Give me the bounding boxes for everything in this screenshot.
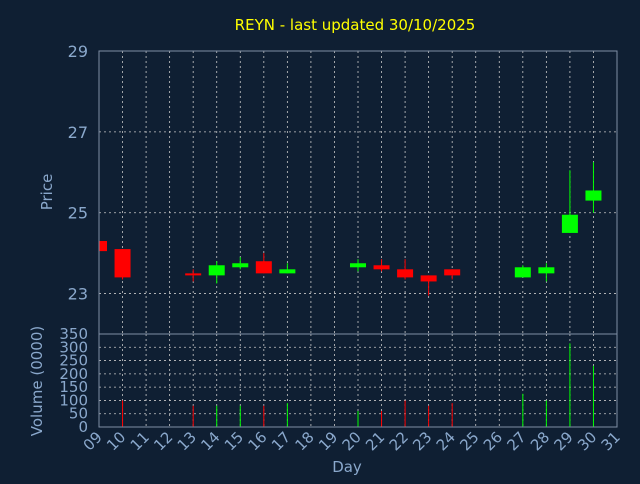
candle-24 [444,269,461,280]
day-tick-label: 18 [292,428,318,454]
x-axis-label: Day [332,458,362,476]
day-tick-label: 20 [339,428,365,454]
day-tick-label: 29 [551,428,577,454]
candle-17 [279,263,296,274]
day-tick-label: 25 [456,428,482,454]
candle-body [420,275,437,282]
volume-axis-label: Volume (0000) [28,326,46,436]
candle-09 [98,241,107,254]
candle-13 [185,269,202,282]
day-tick-label: 22 [386,428,412,454]
price-tick-label: 23 [68,285,88,304]
candle-body [208,265,225,276]
candle-body [232,263,249,268]
candle-body [538,267,555,274]
day-tick-label: 23 [409,428,435,454]
candle-body [99,241,107,252]
volume-tick-label: 50 [69,405,88,423]
day-tick-label: 19 [315,428,341,454]
candle-body [561,214,578,233]
candle-16 [255,253,272,274]
candle-body [255,261,272,274]
candle-body [185,273,202,276]
candle-15 [232,257,249,270]
candle-10 [114,249,131,280]
candle-27 [514,265,531,278]
day-tick-label: 21 [362,428,388,454]
day-tick-labels: 0910111213141516171819202122232425262728… [80,428,624,454]
candle-body [114,249,131,278]
day-tick-label: 15 [221,428,247,454]
candle-21 [373,259,390,272]
volume-tick-label: 150 [59,378,88,396]
candle-body [514,267,531,278]
day-tick-label: 27 [503,428,529,454]
volume-tick-label: 200 [59,365,88,383]
day-tick-label: 17 [268,428,294,454]
day-tick-label: 13 [174,428,200,454]
candlestick-series [98,162,602,296]
day-tick-label: 11 [127,428,153,454]
candle-body [373,265,390,270]
volume-series [122,343,594,427]
price-tick-label: 27 [68,123,88,142]
volume-tick-label: 250 [59,352,88,370]
candle-23 [420,275,437,296]
candle-29 [561,170,578,233]
volume-tick-label: 100 [59,391,88,409]
volume-tick-label: 0 [78,418,88,436]
day-tick-label: 14 [197,428,223,454]
price-tick-label: 29 [68,42,88,61]
volume-tick-label: 300 [59,338,88,356]
candle-14 [208,261,225,284]
candle-20 [350,259,366,272]
candle-body [279,269,296,274]
day-tick-label: 10 [103,428,129,454]
chart-title: REYN - last updated 30/10/2025 [235,16,476,34]
price-tick-label: 25 [68,204,88,223]
candle-22 [397,259,414,280]
day-tick-label: 31 [598,428,624,454]
candle-30 [585,162,602,213]
day-tick-label: 28 [527,428,553,454]
candle-body [585,190,602,201]
candle-body [444,269,461,276]
price-gridlines [98,50,618,334]
candle-body [397,269,414,278]
volume-panel-frame [98,333,618,428]
day-tick-label: 30 [574,428,600,454]
candle-body [350,263,366,268]
day-tick-label: 26 [480,428,506,454]
day-tick-label: 12 [150,428,176,454]
day-tick-label: 24 [433,428,459,454]
price-axis-label: Price [38,174,56,211]
candle-28 [538,263,555,282]
price-tick-labels: 23 25 27 29 [68,42,88,304]
day-tick-label: 16 [244,428,270,454]
volume-tick-label: 350 [59,325,88,343]
